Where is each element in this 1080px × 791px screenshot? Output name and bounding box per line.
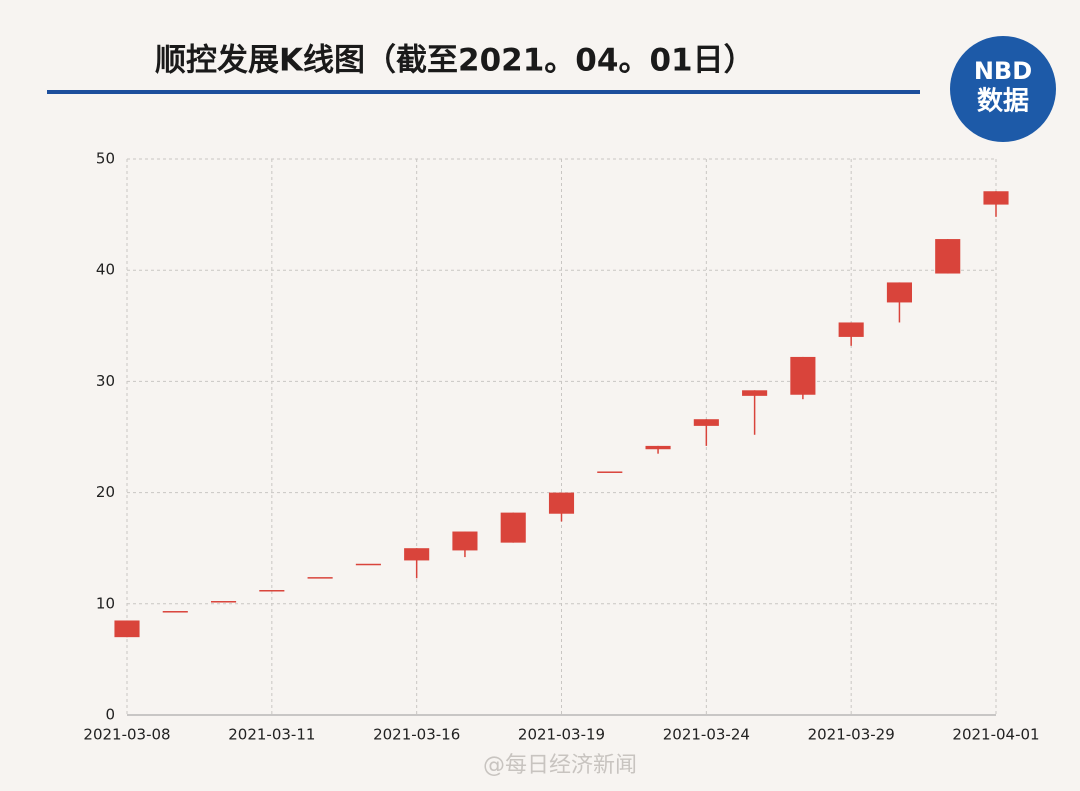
candle-body bbox=[259, 590, 285, 592]
logo-text: 数据 bbox=[977, 87, 1029, 117]
y-tick-label: 40 bbox=[96, 261, 115, 279]
candle-body bbox=[645, 445, 671, 450]
x-tick-label: 2021-03-11 bbox=[228, 726, 315, 744]
candle-body bbox=[548, 492, 575, 514]
candle-body bbox=[597, 471, 623, 473]
candle-body bbox=[162, 611, 188, 613]
x-tick-label: 2021-03-24 bbox=[663, 726, 750, 744]
x-tick-label: 2021-03-19 bbox=[518, 726, 605, 744]
y-tick-label: 20 bbox=[96, 483, 115, 501]
title-rule bbox=[47, 90, 920, 94]
y-tick-label: 10 bbox=[96, 594, 115, 612]
candle-body bbox=[114, 620, 140, 638]
candle-body bbox=[404, 548, 430, 561]
candle-body bbox=[742, 390, 768, 396]
candle-body bbox=[935, 239, 961, 274]
x-tick-label: 2021-03-16 bbox=[373, 726, 460, 744]
x-tick-label: 2021-04-01 bbox=[952, 726, 1039, 744]
candle-body bbox=[886, 282, 912, 303]
x-tick-label: 2021-03-29 bbox=[808, 726, 895, 744]
candle-body bbox=[452, 531, 478, 551]
y-tick-label: 30 bbox=[96, 372, 115, 390]
watermark: @每日经济新闻 bbox=[483, 753, 637, 778]
logo-text: NBD bbox=[974, 57, 1032, 85]
candle-body bbox=[838, 322, 864, 337]
candle-body bbox=[211, 601, 237, 603]
y-tick-label: 50 bbox=[96, 150, 115, 168]
candle-body bbox=[500, 512, 526, 543]
chart-title: 顺控发展K线图（截至2021。04。01日） bbox=[155, 43, 755, 79]
logo bbox=[950, 36, 1056, 142]
candle-body bbox=[983, 191, 1009, 205]
x-tick-label: 2021-03-08 bbox=[83, 726, 170, 744]
candle-body bbox=[693, 419, 719, 426]
candle-body bbox=[355, 563, 381, 566]
y-tick-label: 0 bbox=[105, 706, 115, 724]
candle-body bbox=[790, 356, 816, 395]
candle-body bbox=[307, 577, 333, 579]
